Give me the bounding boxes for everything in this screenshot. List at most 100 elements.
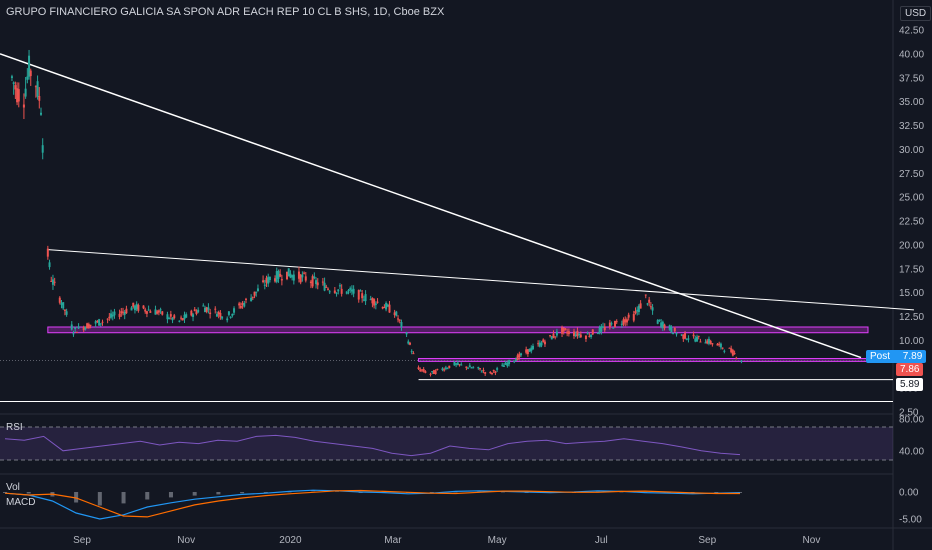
candle-body — [578, 333, 581, 335]
candle-body — [719, 343, 722, 348]
candle-body — [357, 289, 360, 300]
candle-body — [735, 357, 738, 359]
candle-body — [130, 307, 133, 311]
rsi-label: RSI — [6, 422, 23, 433]
candle-body — [340, 288, 343, 294]
candle-body — [350, 289, 353, 292]
candle-body — [101, 321, 104, 323]
candle-body — [699, 341, 702, 343]
macd-signal-line — [4, 489, 740, 518]
candle-body — [675, 333, 678, 335]
candle-body — [697, 335, 700, 337]
candle-body — [229, 316, 232, 318]
candle-body — [579, 334, 582, 338]
candle-body — [166, 314, 169, 320]
resistance-zone — [47, 326, 869, 334]
candle-body — [327, 288, 329, 290]
candle-body — [489, 372, 492, 374]
candle-body — [656, 320, 659, 324]
candle-body — [205, 307, 208, 312]
macd-histogram-bar — [216, 492, 221, 495]
candle-body — [730, 348, 733, 353]
candle-body — [111, 314, 114, 317]
candle-body — [74, 327, 77, 329]
candle-body — [716, 343, 719, 346]
candle-body — [243, 302, 246, 307]
candle-body — [40, 112, 42, 115]
candle-body — [429, 373, 432, 375]
candle-body — [154, 309, 157, 315]
candle-body — [156, 311, 159, 314]
candle-body — [543, 341, 546, 345]
candle-body — [362, 299, 365, 301]
candle-body — [709, 340, 712, 344]
candle-body — [668, 325, 671, 330]
candle-body — [696, 336, 698, 342]
candle-body — [303, 272, 306, 274]
candle-body — [274, 278, 277, 282]
candle-body — [472, 367, 475, 369]
macd-histogram-bar — [145, 492, 150, 500]
candle-body — [123, 312, 126, 315]
candle-body — [144, 309, 147, 312]
currency-label[interactable]: USD — [900, 6, 932, 21]
candle-body — [706, 340, 709, 344]
candle-body — [552, 333, 555, 338]
candle-body — [514, 359, 517, 362]
rsi-line — [4, 434, 741, 457]
candle-body — [262, 280, 265, 283]
candle-body — [520, 353, 523, 356]
rsi-band — [0, 427, 893, 460]
candle-body — [209, 312, 212, 315]
long-trendline — [0, 53, 862, 359]
symbol-title: GRUPO FINANCIERO GALICIA SA SPON ADR EAC… — [6, 6, 445, 18]
post-price-tag: Post 7.89 — [866, 350, 927, 363]
candle-body — [321, 281, 324, 283]
price-tick-label: 32.50 — [899, 121, 924, 132]
candle-body — [441, 368, 444, 371]
candle-body — [60, 303, 63, 305]
candle-body — [120, 311, 123, 314]
candle-body — [26, 76, 29, 80]
candle-body — [728, 347, 731, 349]
candle-body — [38, 96, 41, 101]
candle-body — [660, 322, 663, 327]
candle-body — [591, 329, 594, 335]
candle-body — [337, 289, 340, 292]
candle-body — [36, 81, 39, 97]
candle-body — [275, 271, 278, 282]
macd-histogram-bar — [738, 492, 742, 493]
candle-body — [538, 342, 541, 347]
candle-body — [96, 320, 99, 322]
candle-body — [424, 371, 427, 373]
candle-body — [142, 305, 145, 309]
candle-body — [113, 311, 116, 316]
candle-body — [204, 307, 206, 313]
candle-body — [567, 331, 570, 335]
candle-body — [316, 282, 319, 286]
candle-body — [648, 299, 651, 303]
candle-body — [590, 334, 593, 337]
candle-body — [202, 305, 205, 307]
candle-body — [526, 349, 529, 355]
candle-body — [133, 305, 136, 311]
candle-body — [185, 314, 188, 318]
candle-body — [192, 314, 195, 317]
candle-body — [108, 316, 111, 319]
candle-body — [711, 343, 714, 345]
time-tick-label: Sep — [73, 535, 91, 546]
candle-body — [576, 330, 579, 337]
candle-body — [598, 327, 601, 333]
candle-body — [178, 320, 181, 322]
candle-body — [409, 342, 411, 345]
candle-body — [491, 372, 493, 375]
time-tick-label: Mar — [384, 535, 402, 546]
macd-histogram-bar — [26, 492, 31, 494]
candle-body — [41, 145, 44, 153]
candle-body — [219, 312, 222, 317]
candle-body — [388, 304, 391, 313]
candle-body — [525, 349, 528, 353]
candle-body — [492, 369, 495, 372]
